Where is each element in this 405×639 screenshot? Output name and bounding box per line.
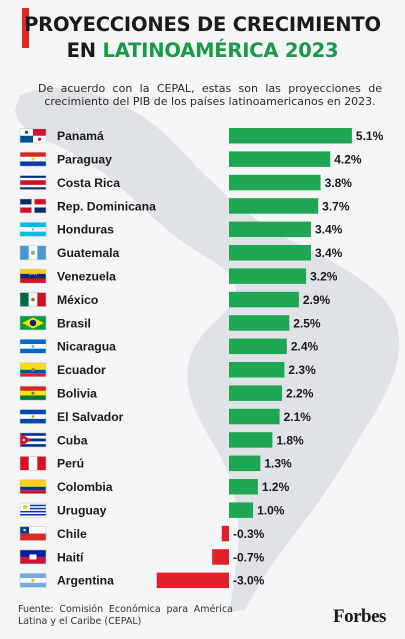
category-label-honduras: Honduras	[57, 223, 114, 237]
nicaragua-flag-icon	[19, 339, 47, 354]
title-prefix: EN	[66, 39, 103, 62]
subtitle: De acuerdo con la CEPAL, estas son las p…	[38, 82, 382, 108]
value-label-guatemala: 3.4%	[315, 246, 343, 260]
value-label-honduras: 3.4%	[315, 223, 343, 237]
bar-guatemala	[229, 245, 311, 261]
bar-chile	[221, 525, 229, 542]
bar-nicaragua	[229, 338, 287, 355]
value-label-panama: 5.1%	[356, 129, 384, 143]
value-label-paraguay: 4.2%	[334, 152, 362, 166]
mexico-flag-icon	[19, 292, 47, 307]
bar-argentina	[156, 572, 229, 589]
category-label-nicaragua: Nicaragua	[57, 340, 116, 354]
category-label-uruguay: Uruguay	[57, 503, 107, 517]
bar-costa-rica	[229, 174, 321, 191]
category-label-haiti: Haití	[57, 550, 84, 564]
category-label-rep-dominicana: Rep. Dominicana	[57, 199, 156, 213]
category-label-venezuela: Venezuela	[57, 269, 116, 283]
value-label-costa-rica: 3.8%	[325, 176, 353, 190]
value-label-colombia: 1.2%	[262, 480, 290, 494]
category-label-argentina: Argentina	[57, 574, 114, 588]
chile-flag-icon	[19, 526, 47, 541]
colombia-flag-icon	[19, 479, 47, 495]
value-label-nicaragua: 2.4%	[291, 340, 319, 354]
value-label-venezuela: 3.2%	[310, 269, 338, 283]
bar-rep-dominicana	[229, 198, 319, 214]
value-label-haiti: -0.7%	[233, 550, 265, 564]
dominican-republic-flag-icon	[19, 198, 47, 214]
brazil-flag-icon	[19, 315, 47, 331]
category-label-peru: Perú	[57, 457, 84, 471]
header-accent-bar	[22, 8, 29, 48]
source-note: Fuente: Comisión Económica para América …	[18, 604, 233, 627]
category-label-colombia: Colombia	[57, 480, 113, 494]
category-label-mexico: México	[57, 293, 98, 307]
bar-haiti	[212, 549, 229, 565]
page-title-line-1: PROYECCIONES DE CRECIMIENTO	[24, 13, 381, 36]
bar-uruguay	[229, 502, 254, 518]
bar-panama	[229, 128, 352, 144]
panama-flag-icon	[19, 128, 47, 144]
category-label-paraguay: Paraguay	[57, 152, 112, 166]
value-label-mexico: 2.9%	[303, 293, 331, 307]
uruguay-flag-icon	[19, 502, 47, 518]
value-label-cuba: 1.8%	[276, 433, 304, 447]
value-label-uruguay: 1.0%	[257, 503, 285, 517]
forbes-logo: Forbes	[333, 606, 386, 627]
paraguay-flag-icon	[19, 151, 47, 167]
costa-rica-flag-icon	[19, 175, 47, 190]
category-label-bolivia: Bolivia	[57, 386, 97, 400]
category-label-el-salvador: El Salvador	[57, 410, 124, 424]
guatemala-flag-icon	[19, 245, 47, 261]
bar-brasil	[229, 315, 290, 331]
category-label-chile: Chile	[57, 527, 87, 541]
bar-honduras	[229, 221, 311, 238]
value-label-el-salvador: 2.1%	[284, 410, 312, 424]
bolivia-flag-icon	[19, 385, 47, 401]
ecuador-flag-icon	[19, 362, 47, 378]
bar-mexico	[229, 291, 299, 308]
title-accent: LATINOAMÉRICA 2023	[102, 39, 339, 62]
value-label-peru: 1.3%	[264, 457, 292, 471]
peru-flag-icon	[19, 456, 47, 471]
cuba-flag-icon	[19, 432, 47, 448]
venezuela-flag-icon	[19, 268, 47, 284]
bar-venezuela	[229, 268, 307, 284]
category-label-brasil: Brasil	[57, 316, 91, 330]
bar-paraguay	[229, 151, 331, 167]
value-label-argentina: -3.0%	[233, 574, 265, 588]
bar-cuba	[229, 432, 273, 448]
bar-colombia	[229, 479, 258, 495]
haiti-flag-icon	[19, 549, 47, 565]
bar-el-salvador	[229, 408, 280, 425]
el-salvador-flag-icon	[19, 409, 47, 424]
value-label-rep-dominicana: 3.7%	[322, 199, 350, 213]
category-label-ecuador: Ecuador	[57, 363, 106, 377]
category-label-panama: Panamá	[57, 129, 104, 143]
category-label-cuba: Cuba	[57, 433, 88, 447]
value-label-ecuador: 2.3%	[288, 363, 316, 377]
bar-peru	[229, 455, 261, 472]
category-label-guatemala: Guatemala	[57, 246, 120, 260]
argentina-flag-icon	[19, 573, 47, 588]
bar-ecuador	[229, 362, 285, 378]
bar-bolivia	[229, 385, 283, 401]
value-label-bolivia: 2.2%	[286, 386, 314, 400]
category-label-costa-rica: Costa Rica	[57, 176, 120, 190]
honduras-flag-icon	[19, 222, 47, 237]
value-label-chile: -0.3%	[233, 527, 265, 541]
value-label-brasil: 2.5%	[293, 316, 321, 330]
page-title-line-2: EN LATINOAMÉRICA 2023	[0, 39, 405, 62]
